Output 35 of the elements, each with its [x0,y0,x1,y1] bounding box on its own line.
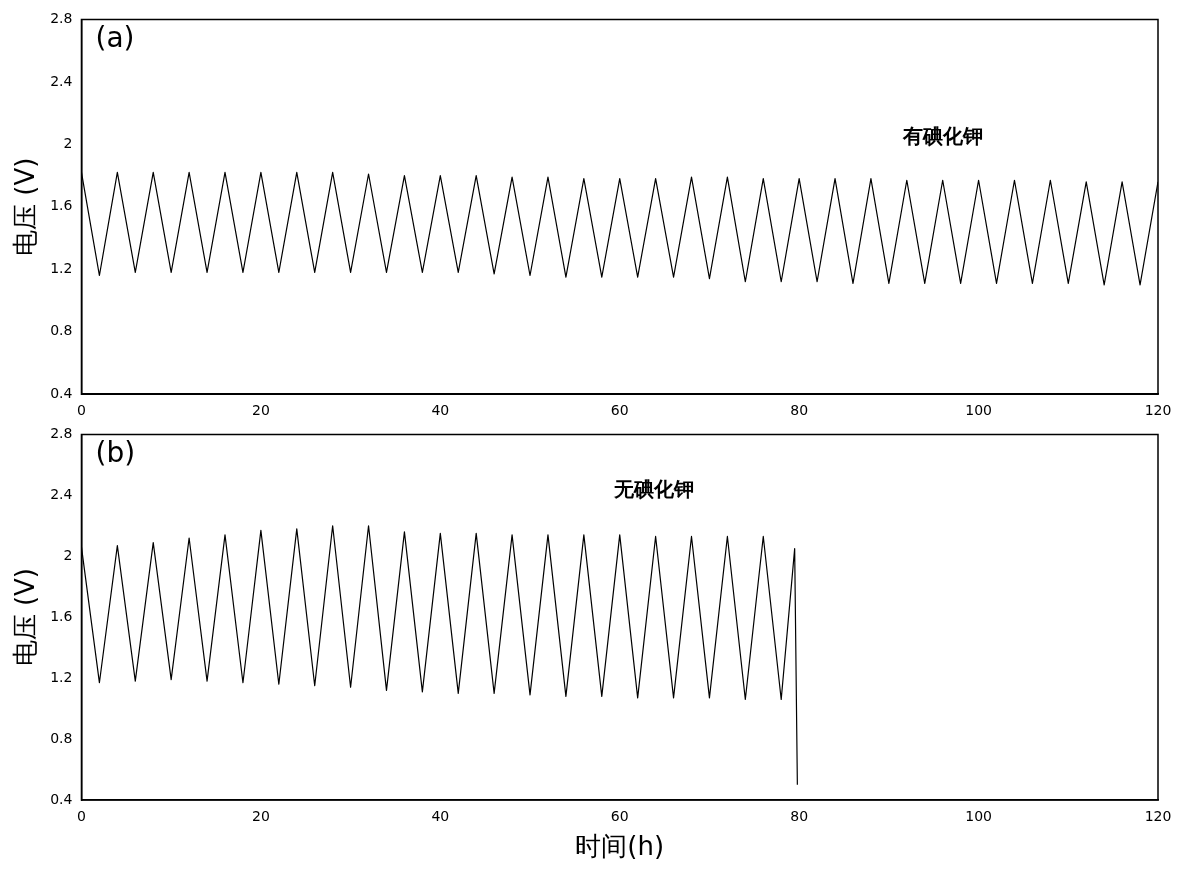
y-tick-label: 1.2 [50,259,73,276]
y-tick-label: 2.8 [50,425,73,442]
y-axis-title: 电压 (V) [10,568,41,667]
x-tick-label: 40 [431,402,450,419]
x-tick-label: 80 [790,808,809,825]
y-tick-label: 1.2 [50,668,73,685]
y-tick-label: 1.6 [50,197,73,214]
x-tick-label: 0 [77,402,86,419]
x-tick-label: 0 [77,808,86,825]
y-tick-label: 0.4 [50,384,73,401]
y-tick-label: 2.4 [50,485,73,502]
x-tick-label: 20 [251,402,270,419]
series-label: 无碘化钾 [613,477,695,501]
x-tick-label: 20 [251,808,270,825]
x-tick-label: 40 [431,808,450,825]
y-tick-label: 1.6 [50,607,73,624]
y-axis-title: 电压 (V) [10,157,41,256]
y-tick-label: 2.8 [50,10,73,27]
x-tick-label: 80 [790,402,809,419]
x-axis-title: 时间(h) [575,831,665,862]
annotation: (a) [95,20,135,54]
y-tick-label: 2.4 [50,72,73,89]
x-tick-label: 100 [965,402,992,419]
y-tick-label: 2 [63,546,73,563]
annotation: (b) [95,435,136,469]
x-tick-label: 120 [1144,402,1172,419]
y-tick-label: 0.4 [50,790,73,807]
x-tick-label: 120 [1144,808,1172,825]
x-tick-label: 60 [610,402,629,419]
x-tick-label: 100 [965,808,992,825]
y-tick-label: 0.8 [50,729,73,746]
series-label: 有碘化钾 [901,123,983,148]
y-tick-label: 0.8 [50,322,73,339]
x-tick-label: 60 [610,808,629,825]
y-tick-label: 2 [63,134,73,151]
